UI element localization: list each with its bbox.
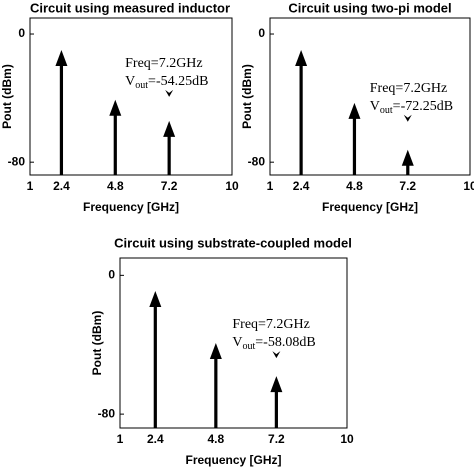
- annotation-rest: =-58.08dB: [255, 335, 315, 350]
- x-tick-label: 7.2: [161, 179, 178, 193]
- x-axis-label: Frequency [GHz]: [83, 200, 179, 214]
- x-tick-label: 7.2: [268, 432, 285, 446]
- annotation-sub: out: [135, 80, 148, 91]
- annotation-freq: Freq=7.2GHz: [370, 81, 448, 96]
- y-tick-label: -80: [98, 406, 116, 420]
- y-tick-label: -80: [8, 154, 26, 168]
- y-axis-label: Pout (dBm): [0, 64, 14, 129]
- x-tick-label: 10: [463, 179, 474, 193]
- y-axis-label: Pout (dBm): [90, 311, 104, 376]
- annotation-freq: Freq=7.2GHz: [125, 56, 202, 71]
- annotation-pointer: [403, 114, 412, 122]
- stem-arrow: [109, 99, 122, 175]
- annotation-freq: Freq=7.2GHz: [232, 317, 310, 332]
- y-tick-label: 0: [108, 268, 115, 282]
- y-axis-label: Pout (dBm): [240, 64, 254, 129]
- x-axis-label: Frequency [GHz]: [322, 200, 418, 214]
- stem-arrow: [209, 343, 222, 428]
- x-tick-label: 10: [340, 432, 354, 446]
- x-tick-label: 4.8: [208, 432, 225, 446]
- stem-arrow: [55, 50, 68, 175]
- annotation-v: V: [125, 74, 135, 89]
- stem-arrow: [295, 50, 308, 175]
- x-tick-label: 4.8: [346, 179, 363, 193]
- annotation-sub: out: [380, 105, 393, 116]
- annotation-sub: out: [243, 341, 256, 352]
- annotation-v: V: [370, 99, 380, 114]
- x-tick-label: 4.8: [107, 179, 124, 193]
- stem-arrow: [401, 149, 414, 175]
- y-tick-label: 0: [18, 26, 25, 40]
- x-tick-label: 1: [267, 179, 274, 193]
- annotation-vout: Vout=-54.25dB: [125, 74, 208, 91]
- annotation-v: V: [232, 335, 242, 350]
- plot-frame: [119, 257, 348, 429]
- y-tick-label: 0: [258, 26, 265, 40]
- chart-title: Circuit using substrate-coupled model: [114, 235, 352, 250]
- stem-arrow: [348, 102, 361, 175]
- x-axis-label: Frequency [GHz]: [185, 453, 281, 467]
- annotation-rest: =-54.25dB: [148, 74, 208, 89]
- annotation-vout: Vout=-72.25dB: [370, 99, 453, 116]
- plot-frame: [269, 17, 471, 176]
- stem-arrow: [149, 290, 162, 428]
- x-tick-label: 1: [117, 432, 124, 446]
- x-tick-label: 2.4: [53, 179, 70, 193]
- stem-arrow: [163, 120, 176, 175]
- x-tick-label: 10: [225, 179, 239, 193]
- chart-title: Circuit using two-pi model: [288, 0, 451, 15]
- chart-title: Circuit using measured inductor: [30, 0, 230, 15]
- stem-arrow: [270, 376, 283, 428]
- annotation-pointer: [272, 351, 281, 359]
- x-tick-label: 2.4: [147, 432, 164, 446]
- x-tick-label: 7.2: [399, 179, 416, 193]
- annotation-vout: Vout=-58.08dB: [232, 335, 315, 352]
- x-tick-label: 1: [27, 179, 34, 193]
- annotation-rest: =-72.25dB: [393, 99, 453, 114]
- plot-frame: [29, 17, 233, 176]
- x-tick-label: 2.4: [293, 179, 310, 193]
- annotation-pointer: [165, 89, 174, 97]
- y-tick-label: -80: [248, 154, 266, 168]
